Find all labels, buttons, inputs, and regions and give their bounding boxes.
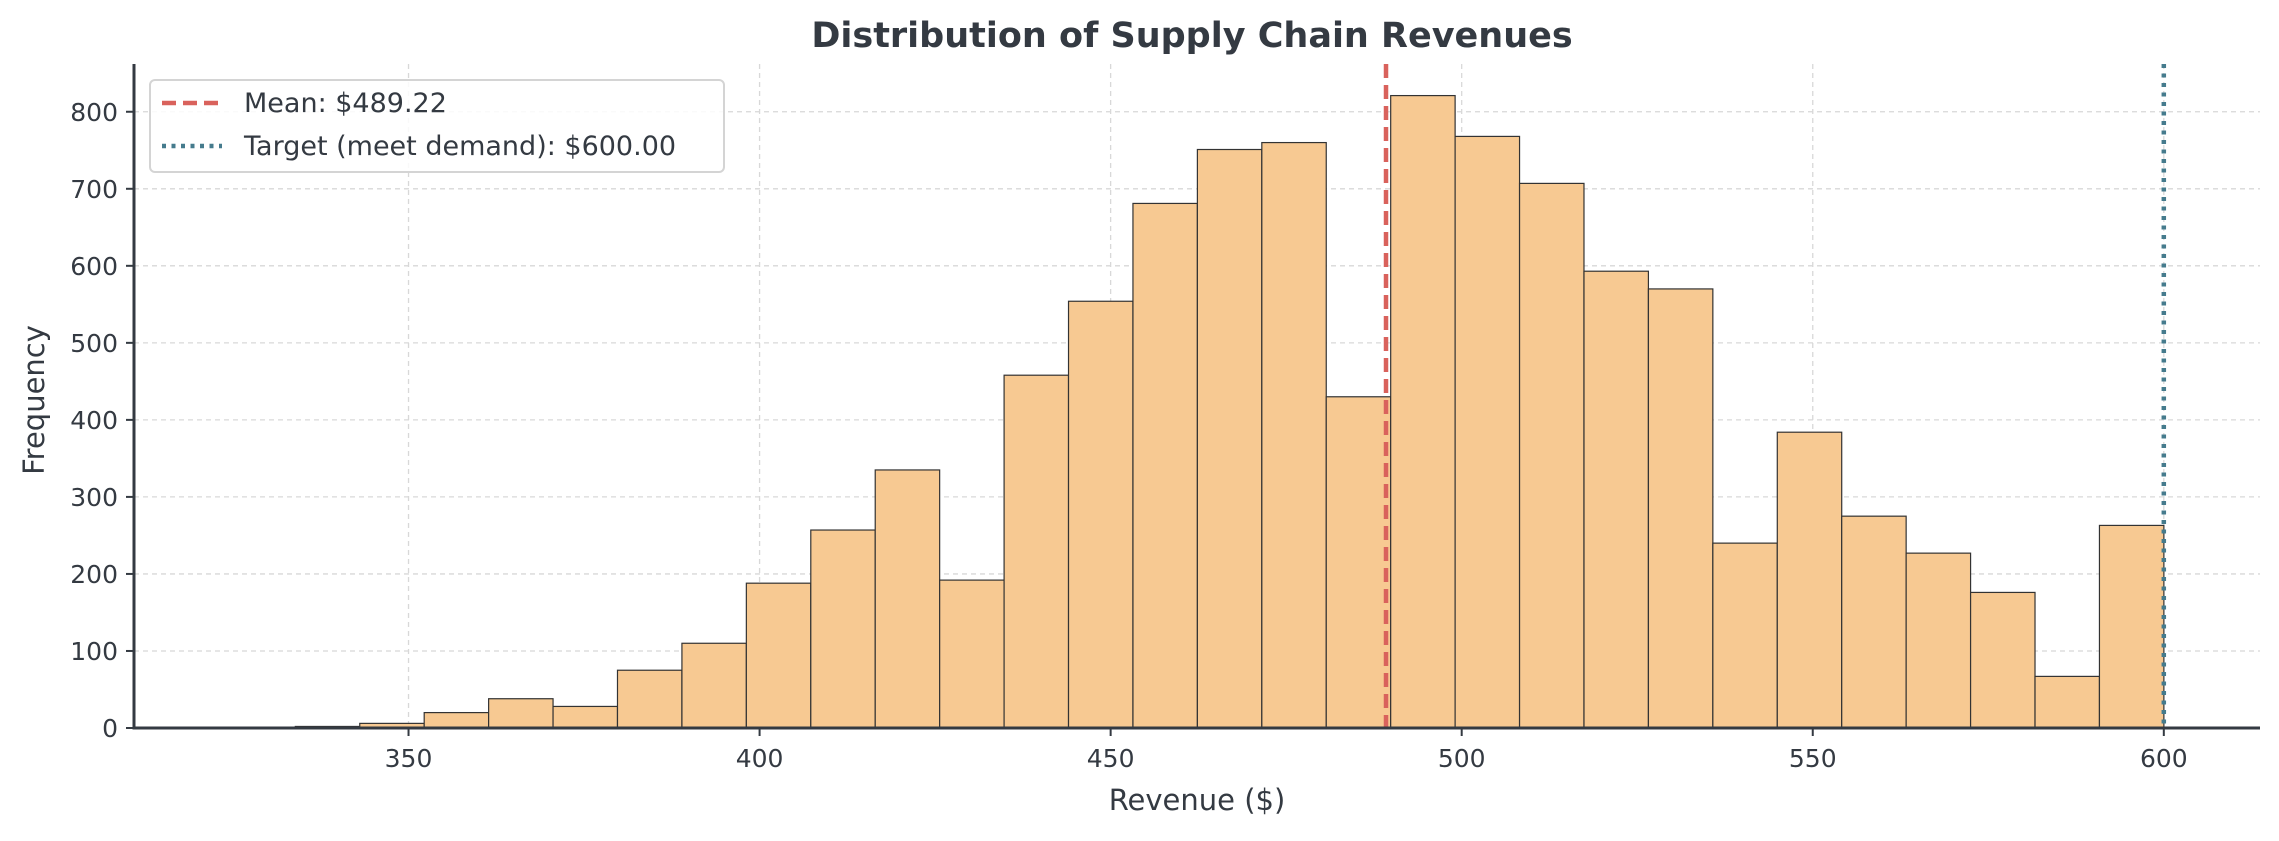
y-tick-label: 400 xyxy=(70,406,118,435)
axes xyxy=(132,64,2260,730)
chart-title: Distribution of Supply Chain Revenues xyxy=(811,16,1572,56)
histogram-bar xyxy=(1583,270,1650,729)
histogram-bar xyxy=(2098,524,2165,729)
x-tick-label: 500 xyxy=(1438,744,1486,773)
bars xyxy=(230,94,2165,729)
histogram-bar xyxy=(2034,675,2101,729)
x-tick-label: 600 xyxy=(2140,744,2188,773)
y-tick-label: 800 xyxy=(70,98,118,127)
histogram-bar xyxy=(939,579,1005,729)
x-tick-label: 400 xyxy=(736,744,784,773)
histogram-bar xyxy=(1712,542,1778,729)
histogram-bar xyxy=(1518,182,1585,729)
histogram-bar xyxy=(1841,515,1907,729)
histogram-bar xyxy=(1454,135,1521,729)
x-axis-label: Revenue ($) xyxy=(1109,783,1286,817)
histogram-bar xyxy=(1390,94,1456,729)
histogram-bar xyxy=(874,469,941,729)
histogram-bar xyxy=(1132,202,1198,729)
histogram-bar xyxy=(1196,148,1263,729)
y-tick-label: 500 xyxy=(70,329,118,358)
x-tick-label: 350 xyxy=(385,744,433,773)
y-tick-label: 300 xyxy=(70,483,118,512)
histogram-bar xyxy=(423,711,490,729)
histogram-bar xyxy=(488,698,554,729)
histogram-bar xyxy=(1969,591,2036,729)
y-tick-label: 200 xyxy=(70,560,118,589)
y-tick-label: 100 xyxy=(70,637,118,666)
ticks: 0 100 200 300 400 500 600 700 800 350 400 450 500 550… xyxy=(70,98,2187,773)
histogram-bar xyxy=(1261,141,1327,729)
x-tick-label: 550 xyxy=(1789,744,1837,773)
histogram-bar xyxy=(616,669,683,729)
histogram-bar xyxy=(1647,288,1714,729)
y-axis-label: Frequency xyxy=(17,325,51,475)
y-tick-label: 0 xyxy=(102,714,118,743)
histogram-bar xyxy=(1067,300,1134,729)
histogram-bar xyxy=(1776,431,1843,729)
histogram-bar xyxy=(1003,374,1070,729)
y-tick-label: 700 xyxy=(70,175,118,204)
legend-box xyxy=(149,79,725,173)
histogram-bar xyxy=(810,529,876,729)
histogram-bar xyxy=(681,642,747,729)
histogram-bar xyxy=(552,705,619,729)
y-tick-label: 600 xyxy=(70,252,118,281)
x-tick-label: 450 xyxy=(1087,744,1135,773)
reference-lines xyxy=(1383,64,2167,728)
histogram-bar xyxy=(1325,396,1392,729)
histogram-bar xyxy=(1905,552,1972,729)
legend-target-label: Target (meet demand): $600.00 xyxy=(243,131,676,162)
legend-mean-label: Mean: $489.22 xyxy=(244,88,447,119)
legend: Mean: $489.22 Target (meet demand): $600… xyxy=(149,79,725,173)
histogram-bar xyxy=(745,582,812,729)
